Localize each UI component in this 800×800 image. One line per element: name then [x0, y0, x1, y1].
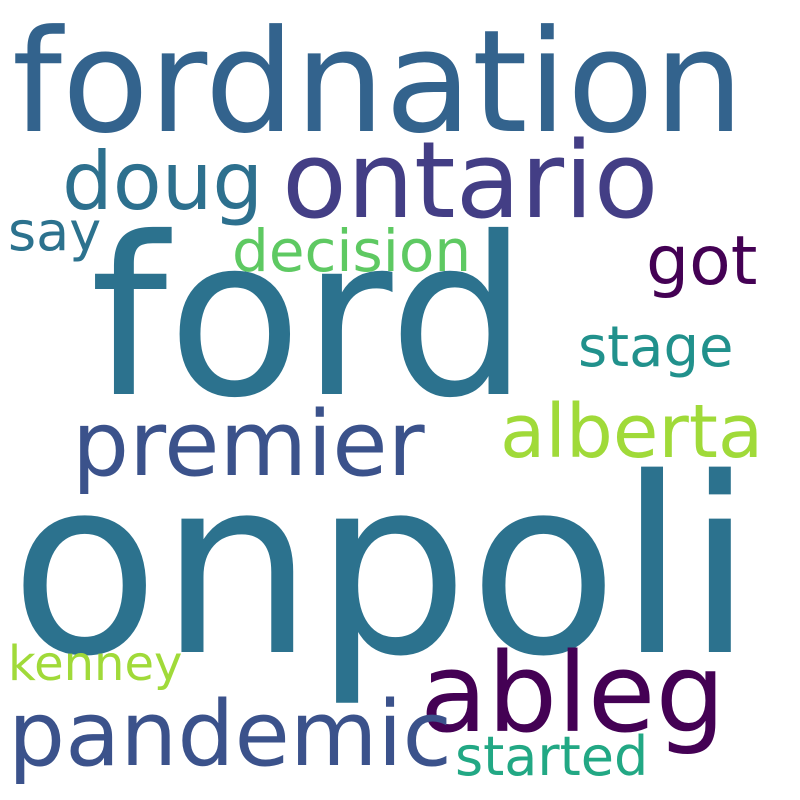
word-doug: doug — [62, 135, 264, 228]
word-pandemic: pandemic — [8, 682, 452, 787]
word-fordnation: fordnation — [12, 0, 744, 165]
word-got: got — [646, 222, 758, 301]
word-premier: premier — [72, 392, 425, 497]
word-ableg: ableg — [420, 629, 726, 757]
word-say: say — [8, 200, 102, 263]
word-stage: stage — [578, 315, 734, 380]
word-ontario: ontario — [282, 119, 659, 242]
word-ford: ford — [90, 190, 529, 446]
word-decision: decision — [232, 217, 472, 285]
word-started: started — [455, 725, 649, 788]
word-kenney: kenney — [8, 636, 183, 692]
word-alberta: alberta — [500, 389, 764, 475]
word-onpoli: onpoli — [10, 426, 754, 710]
